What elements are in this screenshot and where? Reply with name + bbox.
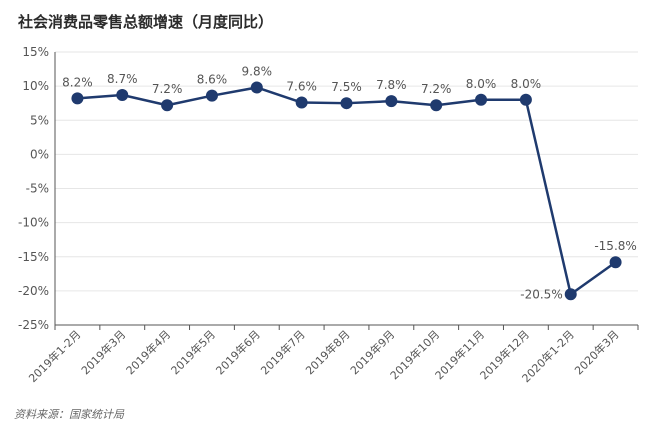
- x-tick-label: 2019年6月: [213, 327, 263, 377]
- data-point: [564, 288, 577, 301]
- series: [71, 81, 622, 301]
- data-point: [430, 99, 443, 112]
- data-point: [161, 99, 174, 112]
- data-point: [519, 93, 532, 106]
- data-point: [116, 88, 129, 101]
- data-point: [385, 95, 398, 108]
- data-label: -15.8%: [594, 239, 636, 253]
- data-point: [340, 97, 353, 110]
- x-tick-label: 2019年7月: [258, 327, 308, 377]
- x-tick-label: 2019年1-2月: [26, 327, 84, 385]
- x-axis: 2019年1-2月2019年3月2019年4月2019年5月2019年6月201…: [26, 324, 639, 385]
- x-tick-label: 2019年3月: [78, 327, 128, 377]
- x-tick-label: 2019年5月: [168, 327, 218, 377]
- data-label: 7.5%: [331, 80, 362, 94]
- data-label: 7.2%: [152, 82, 183, 96]
- y-tick-label: -20%: [18, 284, 49, 298]
- data-labels: 8.2% 8.7% 7.2% 8.6% 9.8% 7.6% 7.5% 7.8% 7.2% 8.0%…: [62, 64, 637, 301]
- data-label: 7.8%: [376, 78, 407, 92]
- y-tick-label: -15%: [18, 250, 49, 264]
- data-label: -20.5%: [520, 287, 562, 301]
- data-label: 9.8%: [242, 64, 273, 78]
- data-point: [295, 96, 308, 109]
- data-point: [205, 89, 218, 102]
- y-tick-label: 10%: [22, 79, 49, 93]
- x-tick-label: 2019年8月: [302, 327, 352, 377]
- chart-title: 社会消费品零售总额增速（月度同比）: [17, 13, 273, 31]
- x-tick-label: 2019年4月: [123, 327, 173, 377]
- data-label: 7.6%: [286, 80, 317, 94]
- data-label: 8.0%: [466, 77, 497, 91]
- source-note: 资料来源：国家统计局: [14, 408, 125, 421]
- y-tick-label: -25%: [18, 318, 49, 332]
- data-label: 8.7%: [107, 72, 138, 86]
- data-label: 7.2%: [421, 82, 452, 96]
- y-tick-label: 15%: [22, 45, 49, 59]
- data-label: 8.2%: [62, 75, 93, 89]
- y-axis: 15% 10% 5% 0% -5% -10% -15% -20% -25%: [18, 45, 56, 332]
- data-label: 8.0%: [511, 77, 542, 91]
- data-label: 8.6%: [197, 73, 228, 87]
- y-tick-label: -10%: [18, 216, 49, 230]
- data-point: [609, 256, 622, 269]
- y-tick-label: 5%: [30, 113, 49, 127]
- y-tick-label: 0%: [30, 147, 49, 161]
- x-tick-label: 2020年3月: [571, 327, 621, 377]
- data-point: [250, 81, 263, 94]
- series-line: [77, 86, 617, 296]
- data-point: [475, 93, 488, 106]
- y-tick-label: -5%: [26, 182, 49, 196]
- data-point: [71, 92, 84, 105]
